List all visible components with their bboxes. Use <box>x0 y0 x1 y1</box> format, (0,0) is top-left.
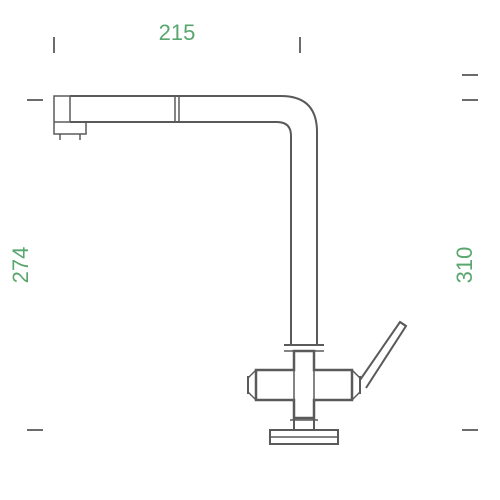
dim-spout-height: 310 <box>452 247 477 284</box>
dim-spout-reach: 215 <box>159 20 196 45</box>
faucet-body <box>248 322 406 444</box>
faucet-outline <box>54 96 406 444</box>
dim-overall-height: 274 <box>8 247 33 284</box>
faucet-technical-diagram: 215 274 310 <box>0 0 500 500</box>
